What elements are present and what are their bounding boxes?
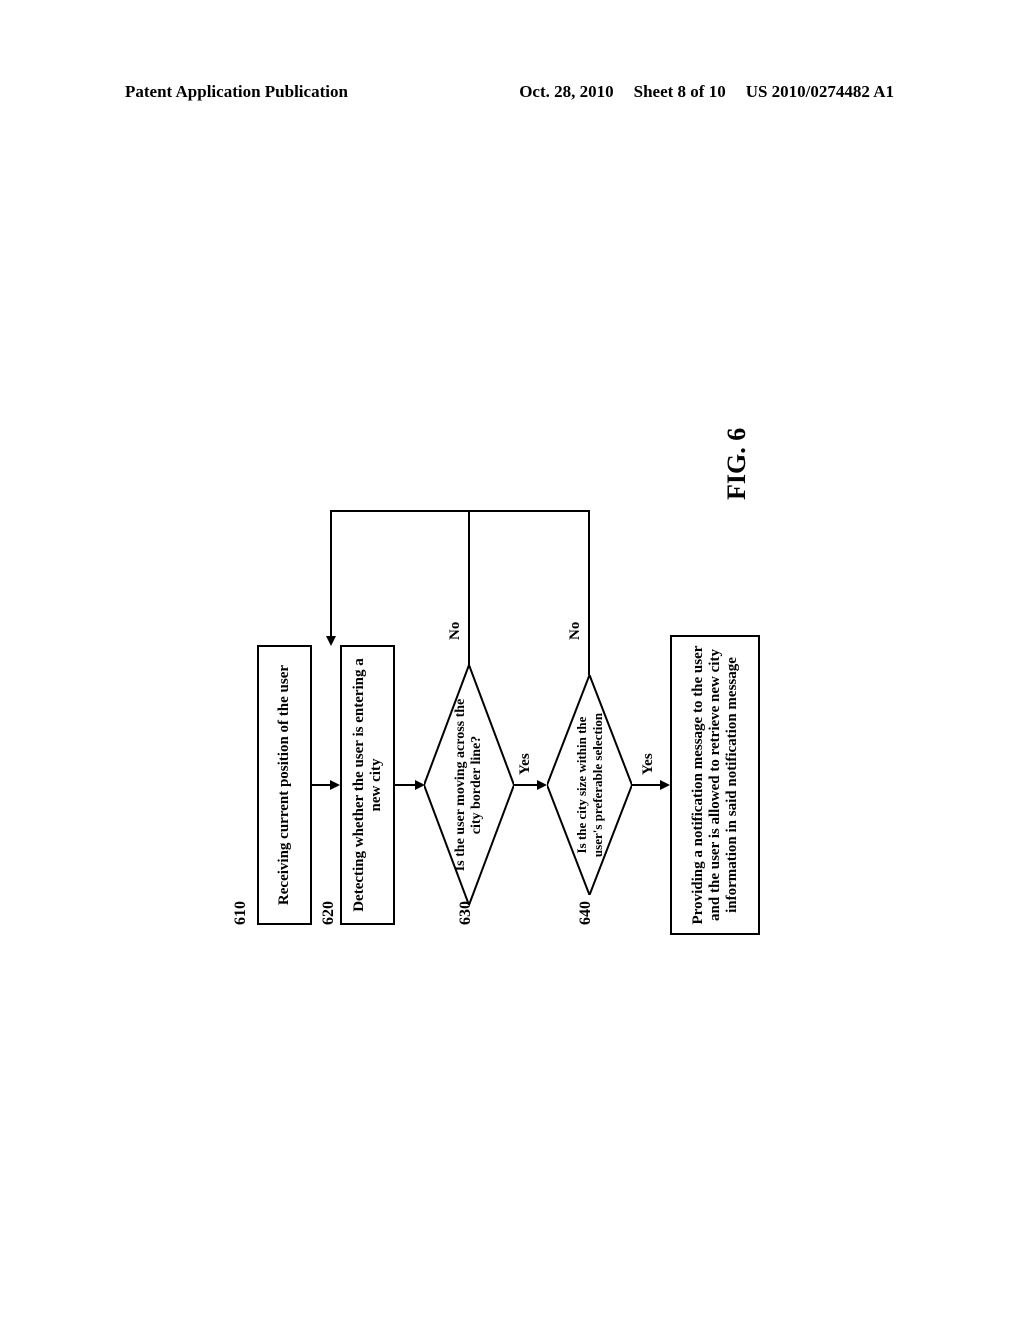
feedback-horizontal-top (330, 510, 332, 636)
flowchart: 610 Receiving current position of the us… (262, 260, 762, 1060)
header-date: Oct. 28, 2010 (519, 82, 613, 102)
node-620-text: Detecting whether the user is entering a… (351, 655, 385, 915)
arrow-610-620 (312, 784, 332, 786)
node-650-text: Providing a notification message to the … (690, 645, 741, 925)
node-610: Receiving current position of the user (257, 645, 312, 925)
edge-yes-1: Yes (517, 753, 534, 775)
node-610-text: Receiving current position of the user (276, 665, 293, 905)
arrow-630-no-h (468, 510, 470, 665)
feedback-vertical (330, 510, 590, 512)
edge-no-1: No (447, 622, 464, 640)
figure-label: FIG. 6 (722, 428, 752, 500)
arrow-630-640 (514, 784, 539, 786)
node-label-640: 640 (577, 901, 595, 925)
node-620: Detecting whether the user is entering a… (340, 645, 395, 925)
node-650: Providing a notification message to the … (670, 635, 760, 935)
header-pub-number: US 2010/0274482 A1 (746, 82, 894, 102)
edge-no-2: No (567, 622, 584, 640)
node-630: Is the user moving across the city borde… (424, 665, 514, 905)
header-sheet: Sheet 8 of 10 (634, 82, 726, 102)
edge-yes-2: Yes (640, 753, 657, 775)
node-640-text: Is the city size within the user's prefe… (574, 675, 606, 895)
node-630-text: Is the user moving across the city borde… (453, 665, 485, 905)
header-publication: Patent Application Publication (125, 82, 348, 102)
node-640: Is the city size within the user's prefe… (547, 675, 632, 895)
arrow-640-no-h (588, 510, 590, 675)
arrow-620-630 (395, 784, 417, 786)
node-label-620: 620 (320, 901, 338, 925)
arrow-640-650 (632, 784, 662, 786)
node-label-610: 610 (232, 901, 250, 925)
